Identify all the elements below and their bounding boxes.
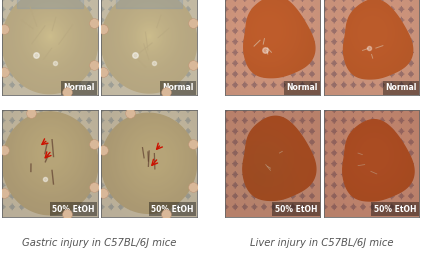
- Text: 50% EtOH: 50% EtOH: [151, 205, 194, 214]
- Polygon shape: [243, 116, 316, 200]
- Polygon shape: [2, 0, 98, 94]
- Text: Normal: Normal: [286, 83, 317, 92]
- Polygon shape: [244, 0, 315, 78]
- Polygon shape: [3, 112, 98, 215]
- Text: 50% EtOH: 50% EtOH: [275, 205, 317, 214]
- Text: Gastric injury in C57BL/6J mice: Gastric injury in C57BL/6J mice: [22, 238, 177, 247]
- Text: Normal: Normal: [385, 83, 416, 92]
- Text: Liver injury in C57BL/6J mice: Liver injury in C57BL/6J mice: [250, 238, 394, 247]
- Polygon shape: [344, 0, 412, 79]
- Polygon shape: [343, 120, 414, 201]
- Text: 50% EtOH: 50% EtOH: [374, 205, 416, 214]
- Polygon shape: [101, 0, 197, 93]
- Text: Normal: Normal: [63, 83, 95, 92]
- Text: Normal: Normal: [163, 83, 194, 92]
- Text: 50% EtOH: 50% EtOH: [52, 205, 95, 214]
- Polygon shape: [101, 113, 197, 213]
